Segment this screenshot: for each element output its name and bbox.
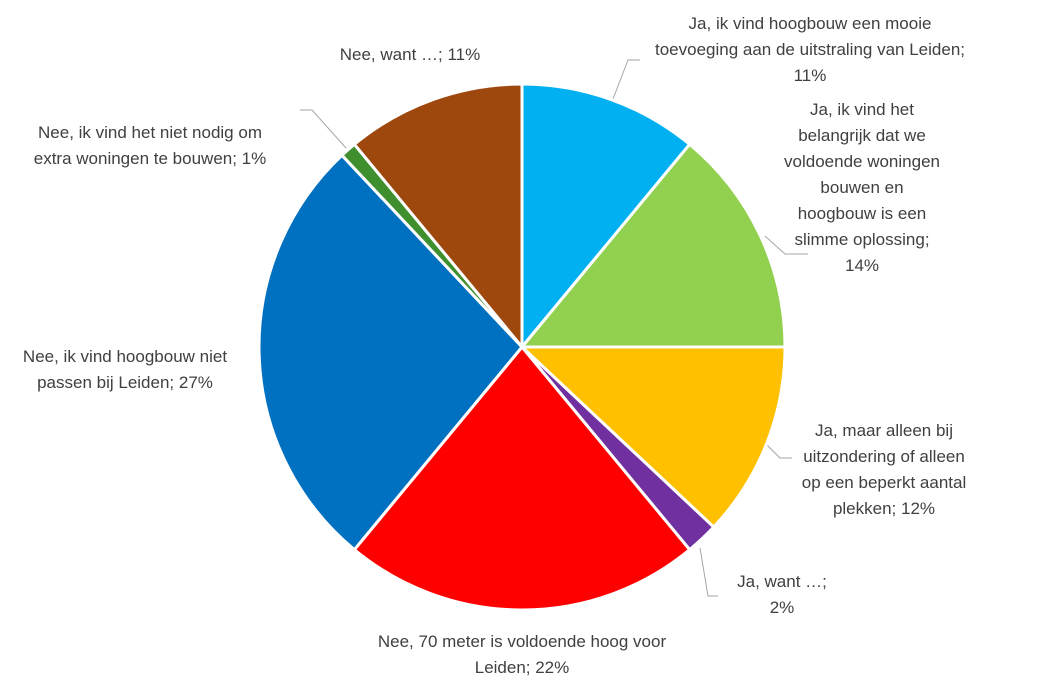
data-label: Ja, ik vind het belangrijk dat we voldoe…: [784, 100, 940, 275]
data-label: Ja, want …; 2%: [737, 572, 827, 617]
pie-slice: [352, 82, 524, 352]
leader-line: [300, 109, 347, 149]
pie-slice: [520, 82, 692, 352]
data-label: Nee, ik vind het niet nodig om extra won…: [33, 123, 267, 168]
leader-line: [764, 235, 808, 255]
data-label: Ja, maar alleen bij uitzondering of alle…: [801, 421, 967, 518]
pie-slice: [257, 153, 524, 552]
pie-slice: [352, 344, 692, 612]
leader-line: [699, 547, 718, 597]
data-label: Nee, want …; 11%: [339, 45, 481, 64]
leader-line: [607, 59, 640, 113]
pie-slice: [518, 142, 787, 349]
data-label: Nee, 70 meter is voldoende hoog voor Lei…: [377, 632, 667, 677]
data-label: Nee, ik vind hoogbouw niet passen bij Le…: [22, 347, 228, 392]
leader-lines: [300, 59, 808, 597]
data-label: Ja, ik vind hoogbouw een mooie toevoegin…: [654, 14, 965, 85]
slices: [257, 82, 787, 612]
pie-slice: [518, 345, 787, 530]
